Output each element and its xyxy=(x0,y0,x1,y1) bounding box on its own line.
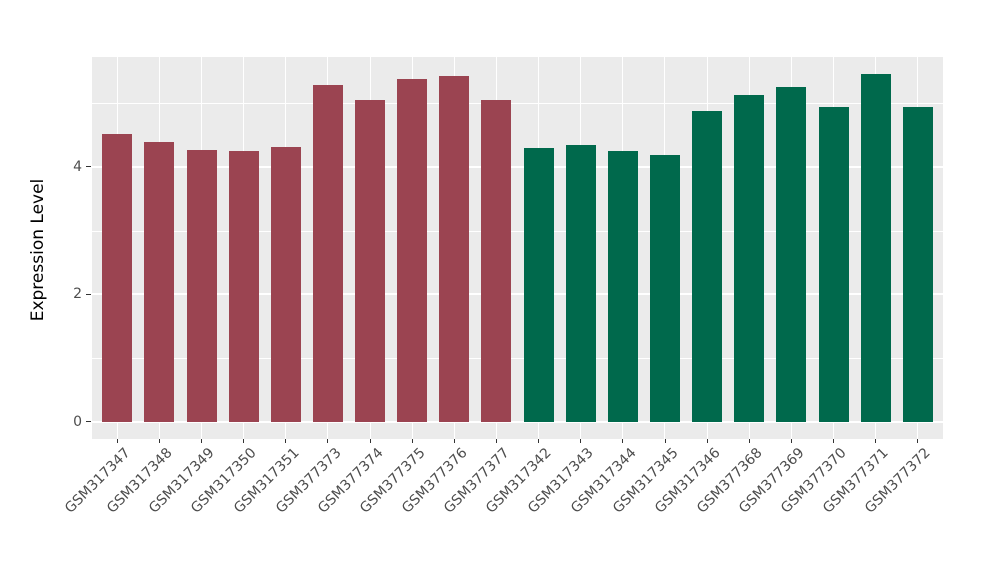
bar-GSM317350 xyxy=(228,150,259,422)
bar-GSM317348 xyxy=(144,141,175,422)
bar-GSM317343 xyxy=(565,145,596,422)
plot-panel xyxy=(92,57,943,439)
x-tick-mark xyxy=(201,439,202,443)
y-tick-mark xyxy=(86,166,91,168)
x-tick-mark xyxy=(116,439,118,443)
major-gridline xyxy=(92,165,943,168)
bar-GSM317346 xyxy=(692,110,723,422)
y-tick-mark xyxy=(86,293,91,295)
x-tick-mark xyxy=(875,439,877,443)
minor-gridline xyxy=(92,102,943,104)
bar-GSM317344 xyxy=(607,151,638,422)
x-tick-mark xyxy=(664,439,666,443)
y-tick-label: 4 xyxy=(73,158,82,175)
bar-GSM317349 xyxy=(186,149,217,422)
x-tick-mark xyxy=(538,439,540,443)
x-tick-mark xyxy=(285,439,287,443)
x-tick-mark xyxy=(706,439,708,443)
x-tick-mark xyxy=(327,439,329,443)
bar-GSM377373 xyxy=(312,85,343,422)
x-tick-mark xyxy=(622,439,624,443)
minor-gridline xyxy=(92,230,943,232)
x-tick-mark xyxy=(411,439,413,443)
x-tick-mark xyxy=(453,439,455,443)
minor-gridline xyxy=(92,358,943,359)
bar-GSM377376 xyxy=(439,76,470,422)
bar-GSM377369 xyxy=(776,87,807,422)
bar-GSM377370 xyxy=(818,107,849,422)
bar-GSM377368 xyxy=(734,94,765,422)
y-tick-label: 0 xyxy=(73,413,82,430)
major-gridline xyxy=(92,420,943,423)
bar-GSM377377 xyxy=(481,99,512,422)
x-tick-mark xyxy=(833,439,834,443)
y-tick-mark xyxy=(86,421,91,423)
x-tick-mark xyxy=(917,439,919,443)
bar-GSM377372 xyxy=(902,107,933,422)
bar-GSM317347 xyxy=(102,134,133,422)
bar-GSM377374 xyxy=(355,99,385,422)
x-tick-mark xyxy=(158,439,160,443)
x-tick-mark xyxy=(748,439,750,443)
y-tick-label: 2 xyxy=(73,286,82,303)
bar-GSM317342 xyxy=(523,147,554,422)
major-gridline xyxy=(92,293,943,296)
x-tick-mark xyxy=(369,439,371,443)
bar-GSM377375 xyxy=(397,78,428,422)
x-tick-mark xyxy=(495,439,497,443)
bar-GSM377371 xyxy=(860,74,891,422)
bar-GSM317345 xyxy=(650,154,680,422)
x-tick-mark xyxy=(243,439,245,443)
x-tick-mark xyxy=(790,439,792,443)
x-tick-mark xyxy=(580,439,582,443)
bar-GSM317351 xyxy=(270,146,301,422)
